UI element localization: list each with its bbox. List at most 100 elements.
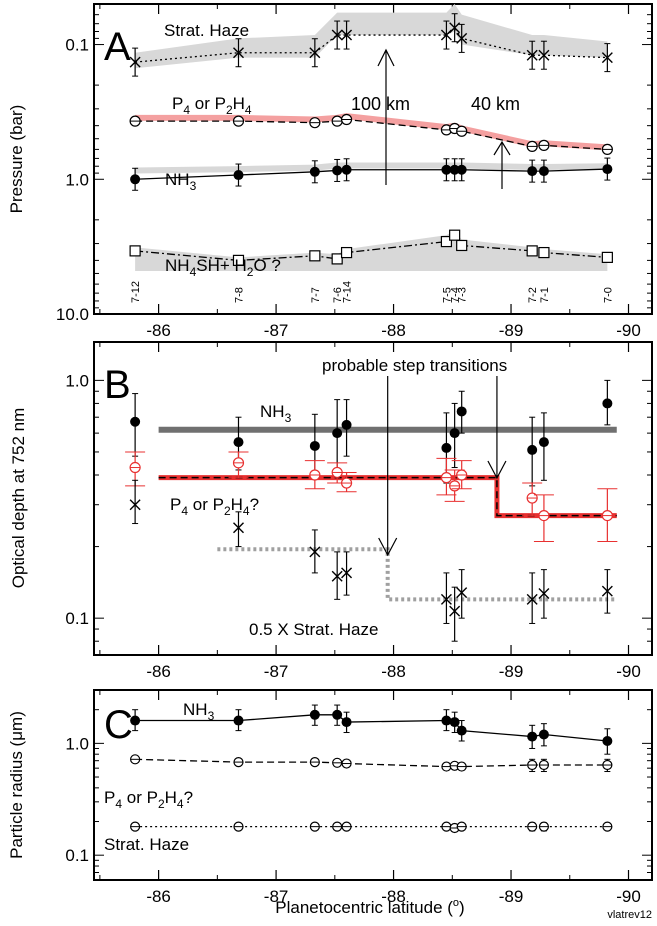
image-label: 7-8: [233, 287, 245, 303]
label-haze-c: Strat. Haze: [104, 835, 189, 854]
data-point: [309, 546, 321, 558]
data-point: [331, 253, 343, 265]
data-point: [527, 444, 538, 455]
data-point: [538, 587, 550, 599]
annotation-100km: 100 km: [351, 94, 410, 114]
footer-tag: vlatrev12: [607, 909, 652, 921]
panel-letter-c: C: [104, 703, 133, 747]
data-point: [341, 29, 353, 41]
data-point: [130, 174, 141, 185]
data-point: [538, 729, 549, 740]
panel-b-ylabel: Optical depth at 752 nm: [9, 408, 28, 589]
step-arrow-1-head: [378, 537, 398, 557]
panel-letter-b: B: [104, 363, 131, 407]
label-p4-b-part-1: 4: [181, 504, 188, 518]
x-tick-label: -86: [146, 662, 171, 681]
data-point: [130, 416, 141, 427]
haze-model-line: [217, 547, 617, 602]
x-tick-label: -87: [264, 662, 289, 681]
data-point: [341, 567, 353, 579]
label-nh3-part-1: 3: [190, 179, 197, 193]
label-nh4sh-h2o-part-3: 2: [247, 265, 254, 279]
data-point: [309, 47, 321, 59]
label-p4-c-part-0: P: [104, 788, 115, 807]
panel-letter-a: A: [104, 25, 131, 69]
label-p4-b-part-3: 2: [224, 504, 231, 518]
data-point: [456, 725, 467, 736]
image-label: 7-3: [457, 287, 469, 303]
label-nh3-c-part-0: NH: [183, 700, 208, 719]
x-axis-label-degree: o: [453, 897, 459, 909]
data-point: [440, 235, 453, 248]
label-p4-c-part-1: 4: [115, 797, 122, 811]
data-point: [233, 170, 244, 181]
panel-c-ylabel-end: ): [7, 711, 26, 717]
data-point: [526, 49, 538, 61]
label-p4-p2h4: P4 or P2H4: [172, 94, 252, 117]
data-point: [332, 165, 343, 176]
data-point: [309, 709, 320, 720]
label-nh4sh-h2o: NH4SH+ H2O ?: [165, 256, 281, 279]
y-tick-label: 0.1: [65, 36, 89, 55]
y-tick-label: 1.0: [65, 734, 89, 753]
arrow-100km-head: [377, 48, 395, 67]
label-p4-c-part-2: or P: [122, 788, 158, 807]
data-point: [309, 440, 320, 451]
panel-c-ylabel-mu: μm: [7, 717, 26, 741]
x-tick-label: -86: [146, 887, 171, 906]
label-p4-b-part-5: 4: [243, 504, 250, 518]
x-tick-label: -88: [381, 662, 406, 681]
data-point: [526, 593, 538, 605]
data-point: [309, 250, 321, 262]
data-point: [538, 437, 549, 448]
data-point: [602, 164, 613, 175]
label-p4-c-part-5: 4: [177, 797, 184, 811]
label-p4-b: P4 or P2H4?: [170, 495, 259, 518]
data-point: [602, 735, 613, 746]
data-point: [449, 428, 460, 439]
data-point: [129, 245, 141, 257]
data-point: [526, 245, 538, 257]
label-nh3-b: NH3: [260, 402, 292, 425]
x-tick-label: -90: [616, 887, 641, 906]
data-point: [332, 709, 343, 720]
data-point: [331, 570, 343, 582]
label-haze-b: 0.5 X Strat. Haze: [249, 620, 378, 639]
panel-b-frame: [93, 341, 653, 656]
data-point: [601, 251, 613, 263]
data-point: [309, 166, 320, 177]
y-tick-label: 1.0: [65, 371, 89, 390]
data-point: [233, 437, 244, 448]
data-point: [130, 715, 141, 726]
image-label: 7-1: [539, 287, 551, 303]
data-point: [449, 717, 460, 728]
data-point: [331, 29, 343, 41]
label-nh3-part-0: NH: [165, 170, 190, 189]
y-tick-label: 1.0: [65, 170, 89, 189]
haze-band: [135, 4, 608, 69]
image-label: 7-4: [450, 287, 462, 303]
data-point: [341, 419, 352, 430]
data-point: [527, 731, 538, 742]
x-tick-label: -89: [499, 321, 524, 340]
data-point: [449, 605, 461, 617]
label-p4-b-part-4: H: [231, 495, 243, 514]
label-nh4sh-h2o-part-2: SH+ H: [196, 256, 247, 275]
data-point: [449, 229, 461, 241]
data-point: [456, 164, 467, 175]
image-label: 7-7: [310, 287, 322, 303]
data-point: [449, 164, 460, 175]
label-p4-c-part-4: H: [165, 788, 177, 807]
data-point: [232, 47, 244, 59]
image-label: 7-14: [342, 281, 354, 303]
label-nh4sh-h2o-part-0: NH: [165, 256, 190, 275]
p4-model-dash: [158, 476, 617, 517]
data-point: [341, 164, 352, 175]
y-tick-label: 10.0: [56, 305, 89, 324]
image-label: 7-5: [441, 287, 453, 303]
annotation-40km: 40 km: [471, 94, 520, 114]
